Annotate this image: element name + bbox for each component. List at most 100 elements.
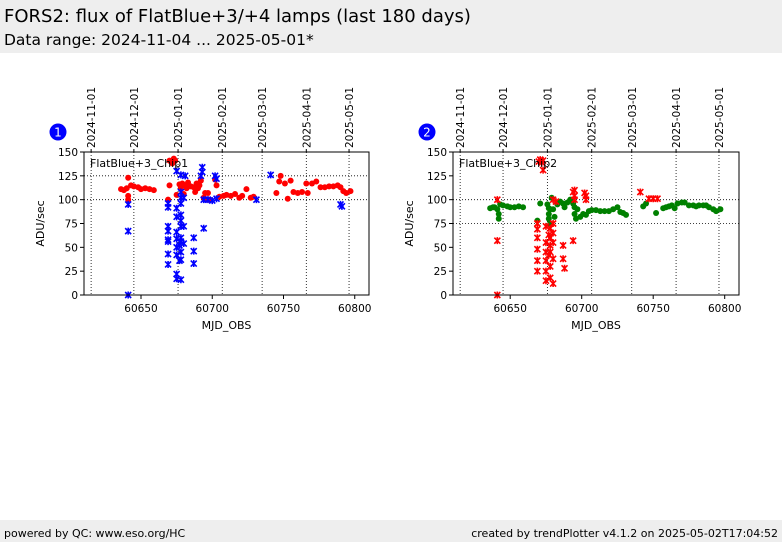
data-point (571, 210, 578, 217)
data-point (197, 177, 204, 184)
data-point (520, 204, 527, 211)
date-tick-label: 2025-04-01 (301, 87, 313, 148)
data-point (570, 186, 579, 194)
data-point (643, 200, 650, 207)
data-point (549, 255, 557, 263)
data-point (551, 213, 558, 220)
data-point (164, 250, 172, 258)
date-tick-label: 2025-05-01 (714, 87, 726, 148)
date-tick-label: 2025-03-01 (627, 87, 639, 148)
data-point (190, 259, 198, 268)
data-point (542, 222, 550, 230)
panel-number-label: 1 (54, 126, 62, 140)
data-point (347, 188, 354, 195)
data-point (574, 206, 581, 213)
date-tick-label: 2025-01-01 (542, 87, 554, 148)
data-point (671, 205, 678, 212)
plot-area (84, 152, 369, 295)
x-tick-label: 60800 (708, 303, 741, 315)
panel-number-label: 2 (423, 126, 431, 140)
data-point (560, 264, 569, 272)
data-point (559, 255, 567, 263)
x-tick-label: 60800 (338, 303, 371, 315)
data-point (232, 190, 239, 197)
data-point (542, 257, 550, 265)
data-point (636, 188, 644, 196)
data-point (549, 219, 557, 228)
panel-number-badge (49, 123, 67, 141)
panel-chip-label: FlatBlue+3_Chip1 (90, 157, 188, 170)
data-point (173, 191, 180, 198)
data-point (495, 210, 502, 217)
date-tick-label: 2025-02-01 (217, 87, 229, 148)
data-point (287, 177, 294, 184)
data-point (597, 208, 604, 215)
data-point (164, 227, 172, 235)
y-axis-title: ADU/sec (403, 200, 416, 246)
data-point (276, 178, 283, 185)
plot-frame (83, 151, 370, 296)
data-point (695, 202, 702, 209)
x-tick-label: 60650 (493, 303, 526, 315)
data-point (685, 202, 692, 209)
data-point (124, 200, 132, 208)
data-point (653, 195, 662, 203)
data-point (213, 182, 220, 189)
y-tick-label: 0 (440, 290, 447, 302)
data-point (252, 196, 260, 204)
data-point (717, 206, 724, 213)
y-tick-label: 25 (434, 266, 447, 278)
date-tick-label: 2024-11-01 (86, 87, 98, 148)
x-axis-title: MJD_OBS (571, 319, 621, 332)
data-point (539, 166, 547, 174)
x-tick-label: 60700 (196, 303, 229, 315)
date-tick-label: 2024-12-01 (129, 87, 141, 148)
data-point (552, 198, 560, 206)
y-tick-label: 150 (58, 147, 78, 159)
data-point (614, 204, 621, 211)
y-tick-label: 150 (427, 147, 447, 159)
data-point (561, 204, 568, 211)
data-point (200, 224, 208, 232)
chart-panel-2: 2024-11-01 2024-12-01 2025-01-01 2025-02-01… (403, 87, 741, 332)
data-point (281, 180, 288, 187)
date-tick-label: 2025-05-01 (344, 87, 356, 148)
data-point (542, 277, 550, 285)
data-point (495, 215, 502, 222)
data-point (180, 222, 188, 230)
data-point (623, 211, 630, 218)
data-point (164, 203, 172, 211)
y-axis-title: ADU/sec (34, 200, 47, 246)
data-point (177, 256, 185, 264)
data-point (546, 248, 554, 256)
footer-bar: powered by QC: www.eso.org/HC created by… (0, 520, 782, 542)
data-point (164, 238, 172, 246)
data-point (545, 210, 552, 217)
data-point (549, 229, 557, 237)
panel-chip-label: FlatBlue+3_Chip2 (459, 157, 557, 170)
y-tick-label: 75 (434, 219, 447, 231)
plot-area (453, 152, 739, 295)
data-point (493, 196, 501, 204)
x-tick-label: 60750 (636, 303, 669, 315)
data-point (533, 234, 541, 242)
data-point (273, 189, 280, 196)
footer-powered-by: powered by QC: www.eso.org/HC (4, 527, 186, 540)
data-point (172, 157, 179, 164)
data-point (494, 206, 501, 213)
data-point (304, 189, 311, 196)
data-point (243, 186, 250, 193)
y-tick-label: 125 (58, 171, 78, 183)
page-title: FORS2: flux of FlatBlue+3/+4 lamps (last… (4, 6, 471, 27)
data-point (550, 206, 557, 213)
x-tick-label: 60650 (124, 303, 157, 315)
data-point (190, 247, 198, 255)
date-tick-label: 2025-02-01 (587, 87, 599, 148)
data-point (326, 183, 333, 190)
data-point (204, 189, 211, 196)
date-tick-label: 2025-01-01 (173, 87, 185, 148)
date-tick-label: 2024-12-01 (498, 87, 510, 148)
data-point (196, 182, 203, 189)
data-point (546, 274, 554, 282)
